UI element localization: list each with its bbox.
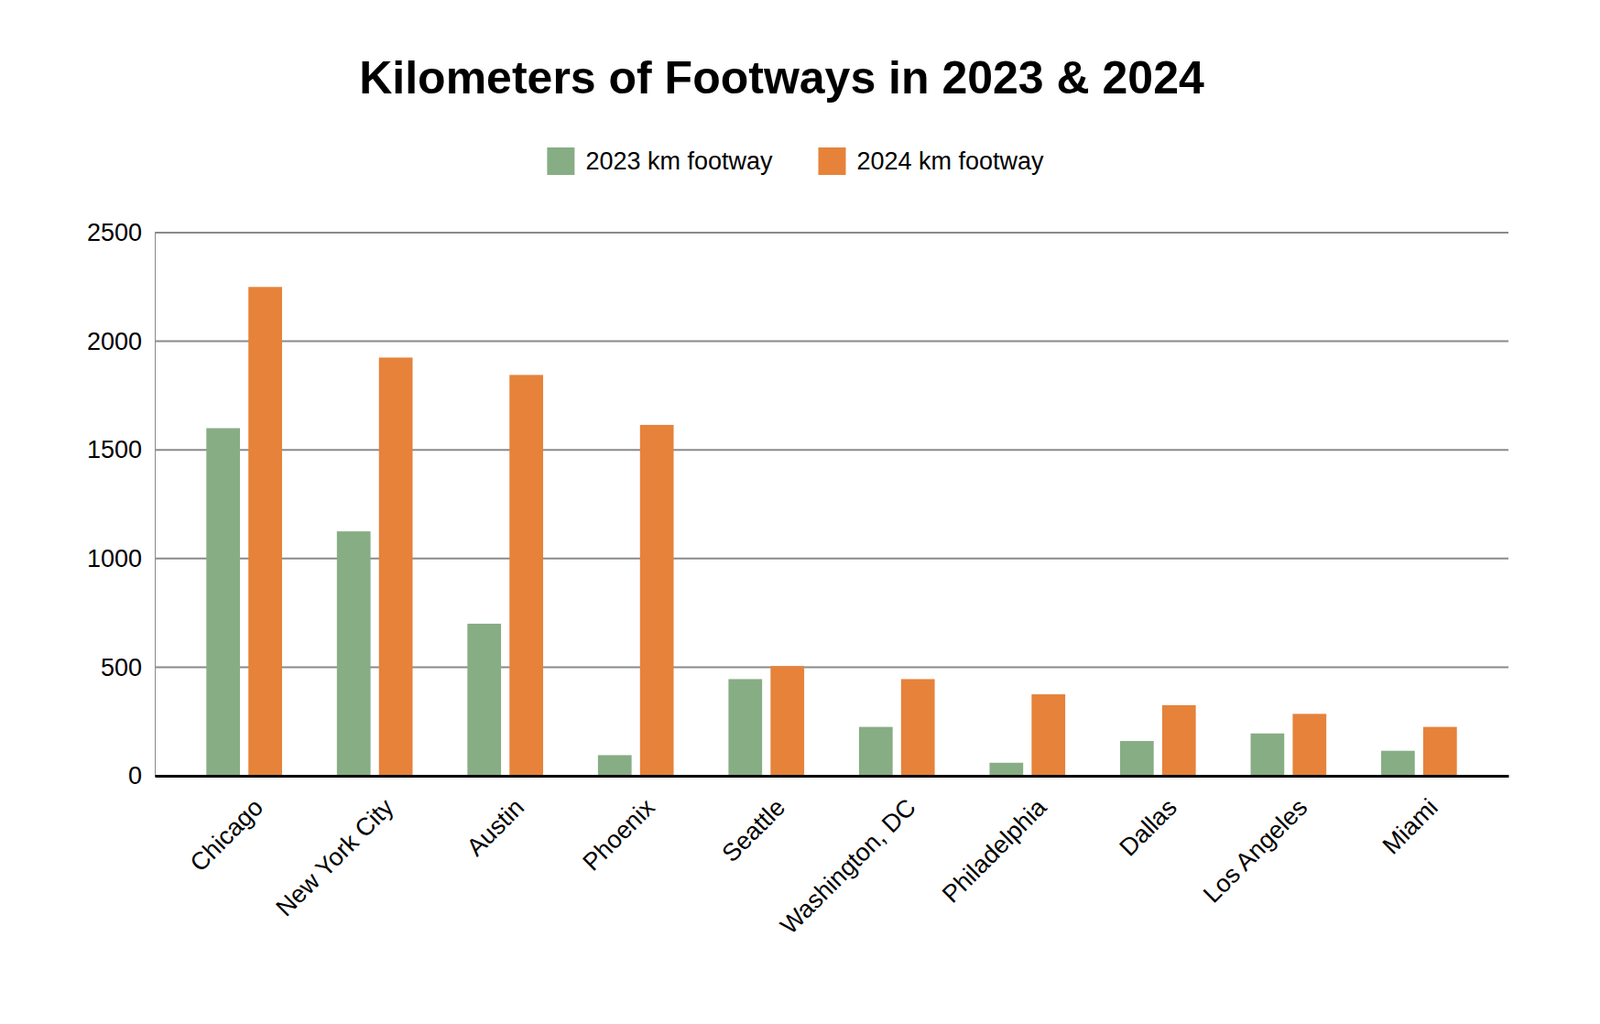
bar <box>1423 727 1458 776</box>
legend: 2023 km footway 2024 km footway <box>546 147 1045 175</box>
x-tick-label: Seattle <box>717 793 792 868</box>
title: Kilometers of Footways in 2023 & 2024 <box>359 52 1205 104</box>
bar <box>598 754 632 776</box>
bar <box>1031 694 1066 776</box>
bar <box>640 424 675 776</box>
y-tick-label: 2500 <box>87 218 142 247</box>
y-tick-label: 500 <box>100 653 142 682</box>
y-tick: 1500 <box>87 435 155 464</box>
bar <box>1162 705 1197 776</box>
x-tick-label: Phoenix <box>576 793 661 877</box>
bar <box>248 286 283 776</box>
x-tick-label: Austin <box>461 793 530 861</box>
x-tick-label: New York City <box>271 793 400 922</box>
legend-swatch <box>818 147 847 175</box>
y-tick: 2500 <box>87 218 155 247</box>
x-tick: Chicago <box>185 775 269 878</box>
y-tick-label: 2000 <box>87 327 142 356</box>
x-tick: Philadelphia <box>936 775 1053 908</box>
x-tick: Washington, DC <box>774 775 922 940</box>
x-tick-label: Chicago <box>185 793 269 877</box>
legend-label: 2024 km footway <box>857 147 1045 175</box>
x-tick: Seattle <box>717 775 792 868</box>
x-tick: Phoenix <box>576 775 661 876</box>
bar <box>509 374 544 776</box>
bar <box>337 531 371 776</box>
series <box>248 286 1457 776</box>
x-tick-label: Los Angeles <box>1197 793 1313 908</box>
y-tick-label: 1000 <box>87 544 142 573</box>
bar <box>901 678 936 776</box>
bar <box>989 762 1024 776</box>
y-tick-label: 1500 <box>87 435 142 464</box>
x-axis-line <box>155 774 1510 778</box>
x-tick: Dallas <box>1114 775 1183 862</box>
y-tick-label: 0 <box>128 761 142 790</box>
legend-item: 2023 km footway <box>546 147 773 175</box>
legend-item: 2024 km footway <box>818 147 1045 175</box>
y-tick: 0 <box>128 761 155 790</box>
bar <box>467 623 501 776</box>
x-tick-label: Dallas <box>1114 793 1183 861</box>
grid-line <box>154 448 1509 451</box>
chart: Kilometers of Footways in 2023 & 2024 0 50… <box>0 0 1600 1024</box>
bar <box>379 357 414 776</box>
grid-line <box>154 774 1509 777</box>
x-tick-label: Washington, DC <box>774 793 922 940</box>
y-tick: 2000 <box>87 327 155 356</box>
legend-swatch <box>546 147 575 175</box>
x-axis: ChicagoNew York City Austin Phoenix Seattle… <box>155 775 1510 940</box>
grid-line <box>154 340 1509 343</box>
x-tick: Los Angeles <box>1197 775 1313 908</box>
x-tick: Austin <box>461 775 530 862</box>
legend-label: 2023 km footway <box>585 147 773 175</box>
bar <box>206 427 240 776</box>
bars <box>206 286 1457 776</box>
bar <box>1251 733 1285 776</box>
grid <box>154 232 1509 776</box>
x-tick: New York City <box>271 775 400 922</box>
bar <box>1120 740 1154 776</box>
y-axis-line <box>154 233 156 777</box>
y-tick: 500 <box>100 653 155 682</box>
bar <box>728 678 762 776</box>
bar <box>770 665 805 776</box>
grid-line <box>154 231 1509 234</box>
y-axis: 0 500 1000 1500 2000 2500 <box>87 218 156 790</box>
y-tick: 1000 <box>87 544 155 573</box>
x-tick: Miami <box>1377 775 1444 860</box>
x-tick-label: Philadelphia <box>936 793 1053 909</box>
x-tick-label: Miami <box>1377 793 1444 860</box>
bar <box>1381 751 1415 776</box>
bar <box>1292 713 1327 776</box>
bar <box>859 727 893 776</box>
